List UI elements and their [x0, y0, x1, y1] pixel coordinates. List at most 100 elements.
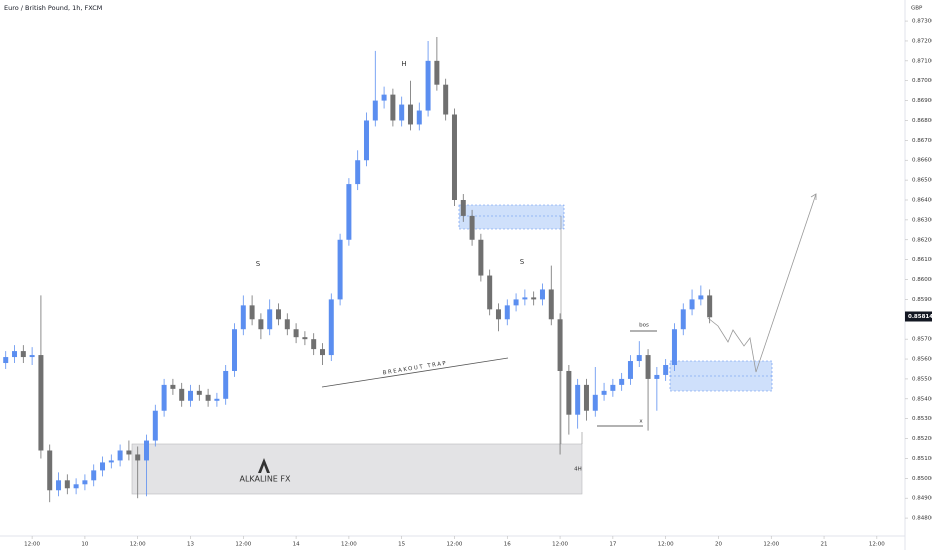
candle-body [707, 295, 713, 318]
candle-body [249, 305, 255, 320]
candle-body [619, 378, 625, 385]
x-tick-label: 20 [715, 542, 722, 548]
candle-body [117, 450, 123, 461]
candle-body [152, 410, 158, 441]
candle-body [522, 297, 528, 300]
x-tick-label: 12:00 [763, 542, 779, 548]
candle-body [47, 450, 53, 491]
candle-body [636, 355, 642, 362]
candle-body [390, 94, 396, 121]
candle-body [575, 384, 581, 415]
candle-body [451, 114, 457, 200]
price-label: 0.85814 [908, 314, 932, 320]
candle-body [663, 365, 669, 375]
x-tick-label: 12:00 [235, 542, 251, 548]
x-tick-label: 12:00 [341, 542, 357, 548]
candle-body [645, 355, 651, 379]
candle-body [64, 480, 70, 489]
y-tick-label: 0.87300 [912, 19, 932, 25]
candle-body [531, 297, 537, 300]
x-tick-label: 15 [398, 542, 405, 548]
candle-body [293, 329, 299, 338]
candle-body [205, 394, 211, 401]
annotation: x [639, 419, 643, 425]
candle-body [144, 440, 150, 461]
x-tick-label: 21 [821, 542, 828, 548]
candle-body [56, 480, 62, 491]
candle-body [548, 289, 554, 320]
candle-body [698, 295, 704, 300]
candle-body [478, 239, 484, 276]
candle-body [355, 160, 361, 185]
candle-body [513, 299, 519, 306]
candle-body [108, 460, 114, 463]
candle-body [592, 394, 598, 411]
trap-line [321, 357, 509, 388]
logo-mark [258, 458, 270, 473]
annotation: 4H [574, 467, 582, 473]
candle-body [188, 390, 194, 401]
candle-body [539, 289, 545, 300]
candle-body [363, 120, 369, 161]
candle-body [311, 339, 317, 350]
candle-body [267, 309, 273, 330]
supply-zone [458, 204, 565, 230]
candle-body [416, 110, 422, 125]
candle-body [161, 384, 167, 411]
candle-body [583, 384, 589, 411]
candle-body [73, 484, 79, 489]
candle-body [381, 94, 387, 101]
candle-body [504, 305, 510, 320]
candle-body [135, 454, 141, 461]
candle-body [689, 299, 695, 310]
x-tick-label: 10 [81, 542, 88, 548]
candle-body [284, 319, 290, 330]
candle-body [407, 104, 413, 125]
candle-body [680, 309, 686, 330]
logo-text: ALKALINE FX [240, 475, 292, 484]
candle-body [38, 355, 44, 451]
x-tick-label: 12:00 [658, 542, 674, 548]
candle-body [3, 357, 9, 364]
candle-body [126, 450, 132, 455]
projection [707, 193, 817, 373]
annotation: bos [639, 323, 649, 329]
candle-body [557, 319, 563, 371]
annotation: S [256, 260, 261, 268]
candle-body [12, 351, 18, 358]
candle-body [20, 351, 26, 358]
candle-body [425, 60, 431, 111]
x-tick-label: 17 [609, 542, 616, 548]
target-zone [669, 360, 773, 392]
candle-body [240, 305, 246, 330]
x-tick-label: 12:00 [447, 542, 463, 548]
candle-body [654, 374, 660, 379]
candle-body [100, 462, 106, 471]
demand-zone [131, 443, 583, 495]
arrow-head [810, 193, 817, 200]
candle-body [231, 329, 237, 371]
chart-title: Euro / British Pound, 1h, FXCM [4, 4, 102, 12]
currency: GBP [911, 6, 923, 12]
candle-body [223, 370, 229, 399]
candle-body [82, 480, 88, 485]
